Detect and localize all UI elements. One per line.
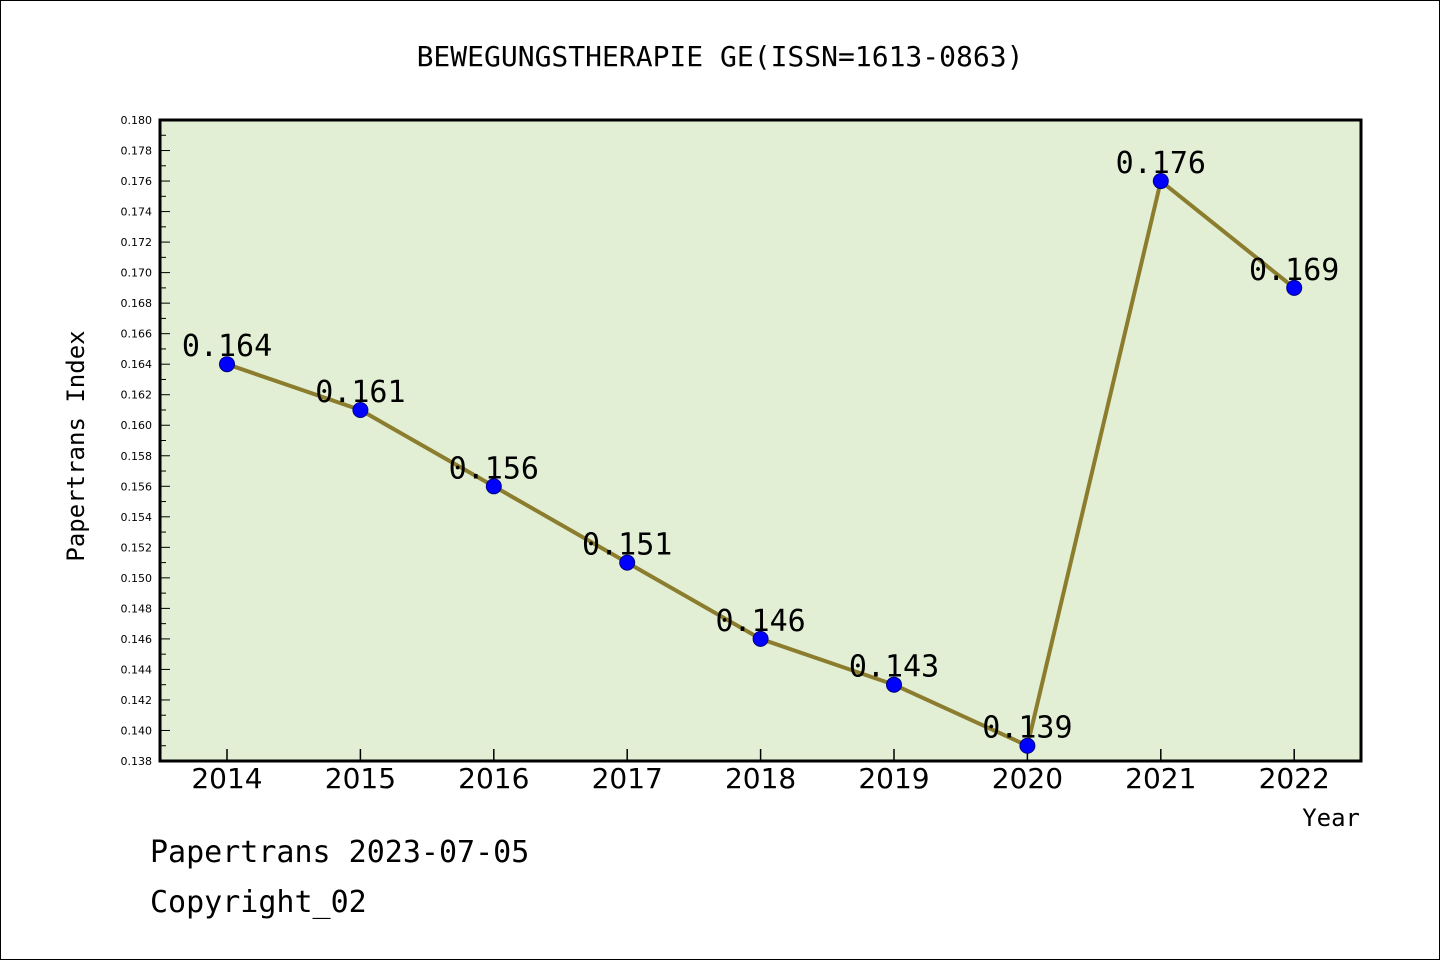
footer-date-line: Papertrans 2023-07-05 — [150, 835, 530, 870]
y-tick-label: 0.178 — [121, 145, 153, 158]
y-tick-label: 0.142 — [121, 694, 153, 707]
y-tick-label: 0.158 — [121, 450, 153, 463]
y-tick-label: 0.152 — [121, 541, 153, 554]
data-label: 0.139 — [982, 711, 1072, 746]
data-point-marker — [619, 554, 636, 571]
data-point-marker — [485, 478, 502, 495]
y-tick-label: 0.174 — [121, 206, 153, 219]
y-tick-label: 0.154 — [121, 511, 153, 524]
data-label: 0.151 — [582, 528, 672, 563]
y-tick-label: 0.180 — [121, 114, 153, 127]
x-tick-label: 2015 — [325, 762, 396, 795]
data-point-marker — [352, 401, 369, 418]
y-tick-label: 0.156 — [121, 480, 153, 493]
x-tick-label: 2022 — [1259, 762, 1330, 795]
y-tick-label: 0.164 — [121, 358, 153, 371]
data-label: 0.161 — [315, 375, 405, 410]
y-tick-label: 0.146 — [121, 633, 153, 646]
data-label: 0.156 — [449, 451, 539, 486]
y-tick-label: 0.166 — [121, 328, 153, 341]
x-axis: 2014 2015 2016 2017 2018 2019 2020 2021 2022 — [191, 749, 1330, 795]
y-tick-label: 0.138 — [121, 755, 153, 768]
y-tick-label: 0.176 — [121, 175, 153, 188]
data-point-marker — [1019, 737, 1036, 754]
plot-area — [160, 120, 1361, 761]
y-tick-label: 0.172 — [121, 236, 153, 249]
data-point-marker — [1286, 279, 1303, 296]
plot-border — [158, 118, 1363, 763]
data-point-marker — [1152, 173, 1169, 190]
data-label: 0.169 — [1249, 253, 1339, 288]
y-tick-label: 0.150 — [121, 572, 153, 585]
x-tick-label: 2018 — [725, 762, 796, 795]
footer-copyright: Copyright_02 — [150, 885, 367, 920]
series-group: 0.164 0.161 0.156 0.151 0.146 0.143 0.139 0.176… — [182, 146, 1339, 754]
x-tick-label: 2017 — [592, 762, 663, 795]
y-axis-label: Papertrans Index — [62, 330, 90, 561]
y-axis: 0.138 0.140 0.142 0.144 0.146 0.148 0.150 0.152… — [121, 114, 170, 768]
y-tick-label: 0.168 — [121, 297, 153, 310]
data-point-marker — [219, 356, 235, 373]
y-tick-label: 0.140 — [121, 724, 153, 737]
x-tick-label: 2014 — [191, 762, 262, 795]
y-tick-label: 0.144 — [121, 663, 153, 676]
y-tick-label: 0.162 — [121, 389, 153, 402]
x-axis-label: Year — [1302, 804, 1360, 832]
data-label: 0.164 — [182, 329, 272, 364]
data-label: 0.146 — [715, 604, 805, 639]
x-tick-label: 2019 — [858, 762, 929, 795]
x-tick-label: 2021 — [1125, 762, 1196, 795]
x-tick-label: 2020 — [992, 762, 1063, 795]
y-tick-label: 0.148 — [121, 602, 153, 615]
x-tick-label: 2016 — [458, 762, 529, 795]
data-point-marker — [886, 676, 902, 693]
data-label: 0.143 — [849, 650, 939, 685]
data-label: 0.176 — [1116, 146, 1206, 181]
chart-title: BEWEGUNGSTHERAPIE GE(ISSN=1613-0863) — [417, 40, 1024, 73]
y-tick-label: 0.170 — [121, 267, 153, 280]
data-point-marker — [752, 630, 769, 647]
y-tick-label: 0.160 — [121, 419, 153, 432]
